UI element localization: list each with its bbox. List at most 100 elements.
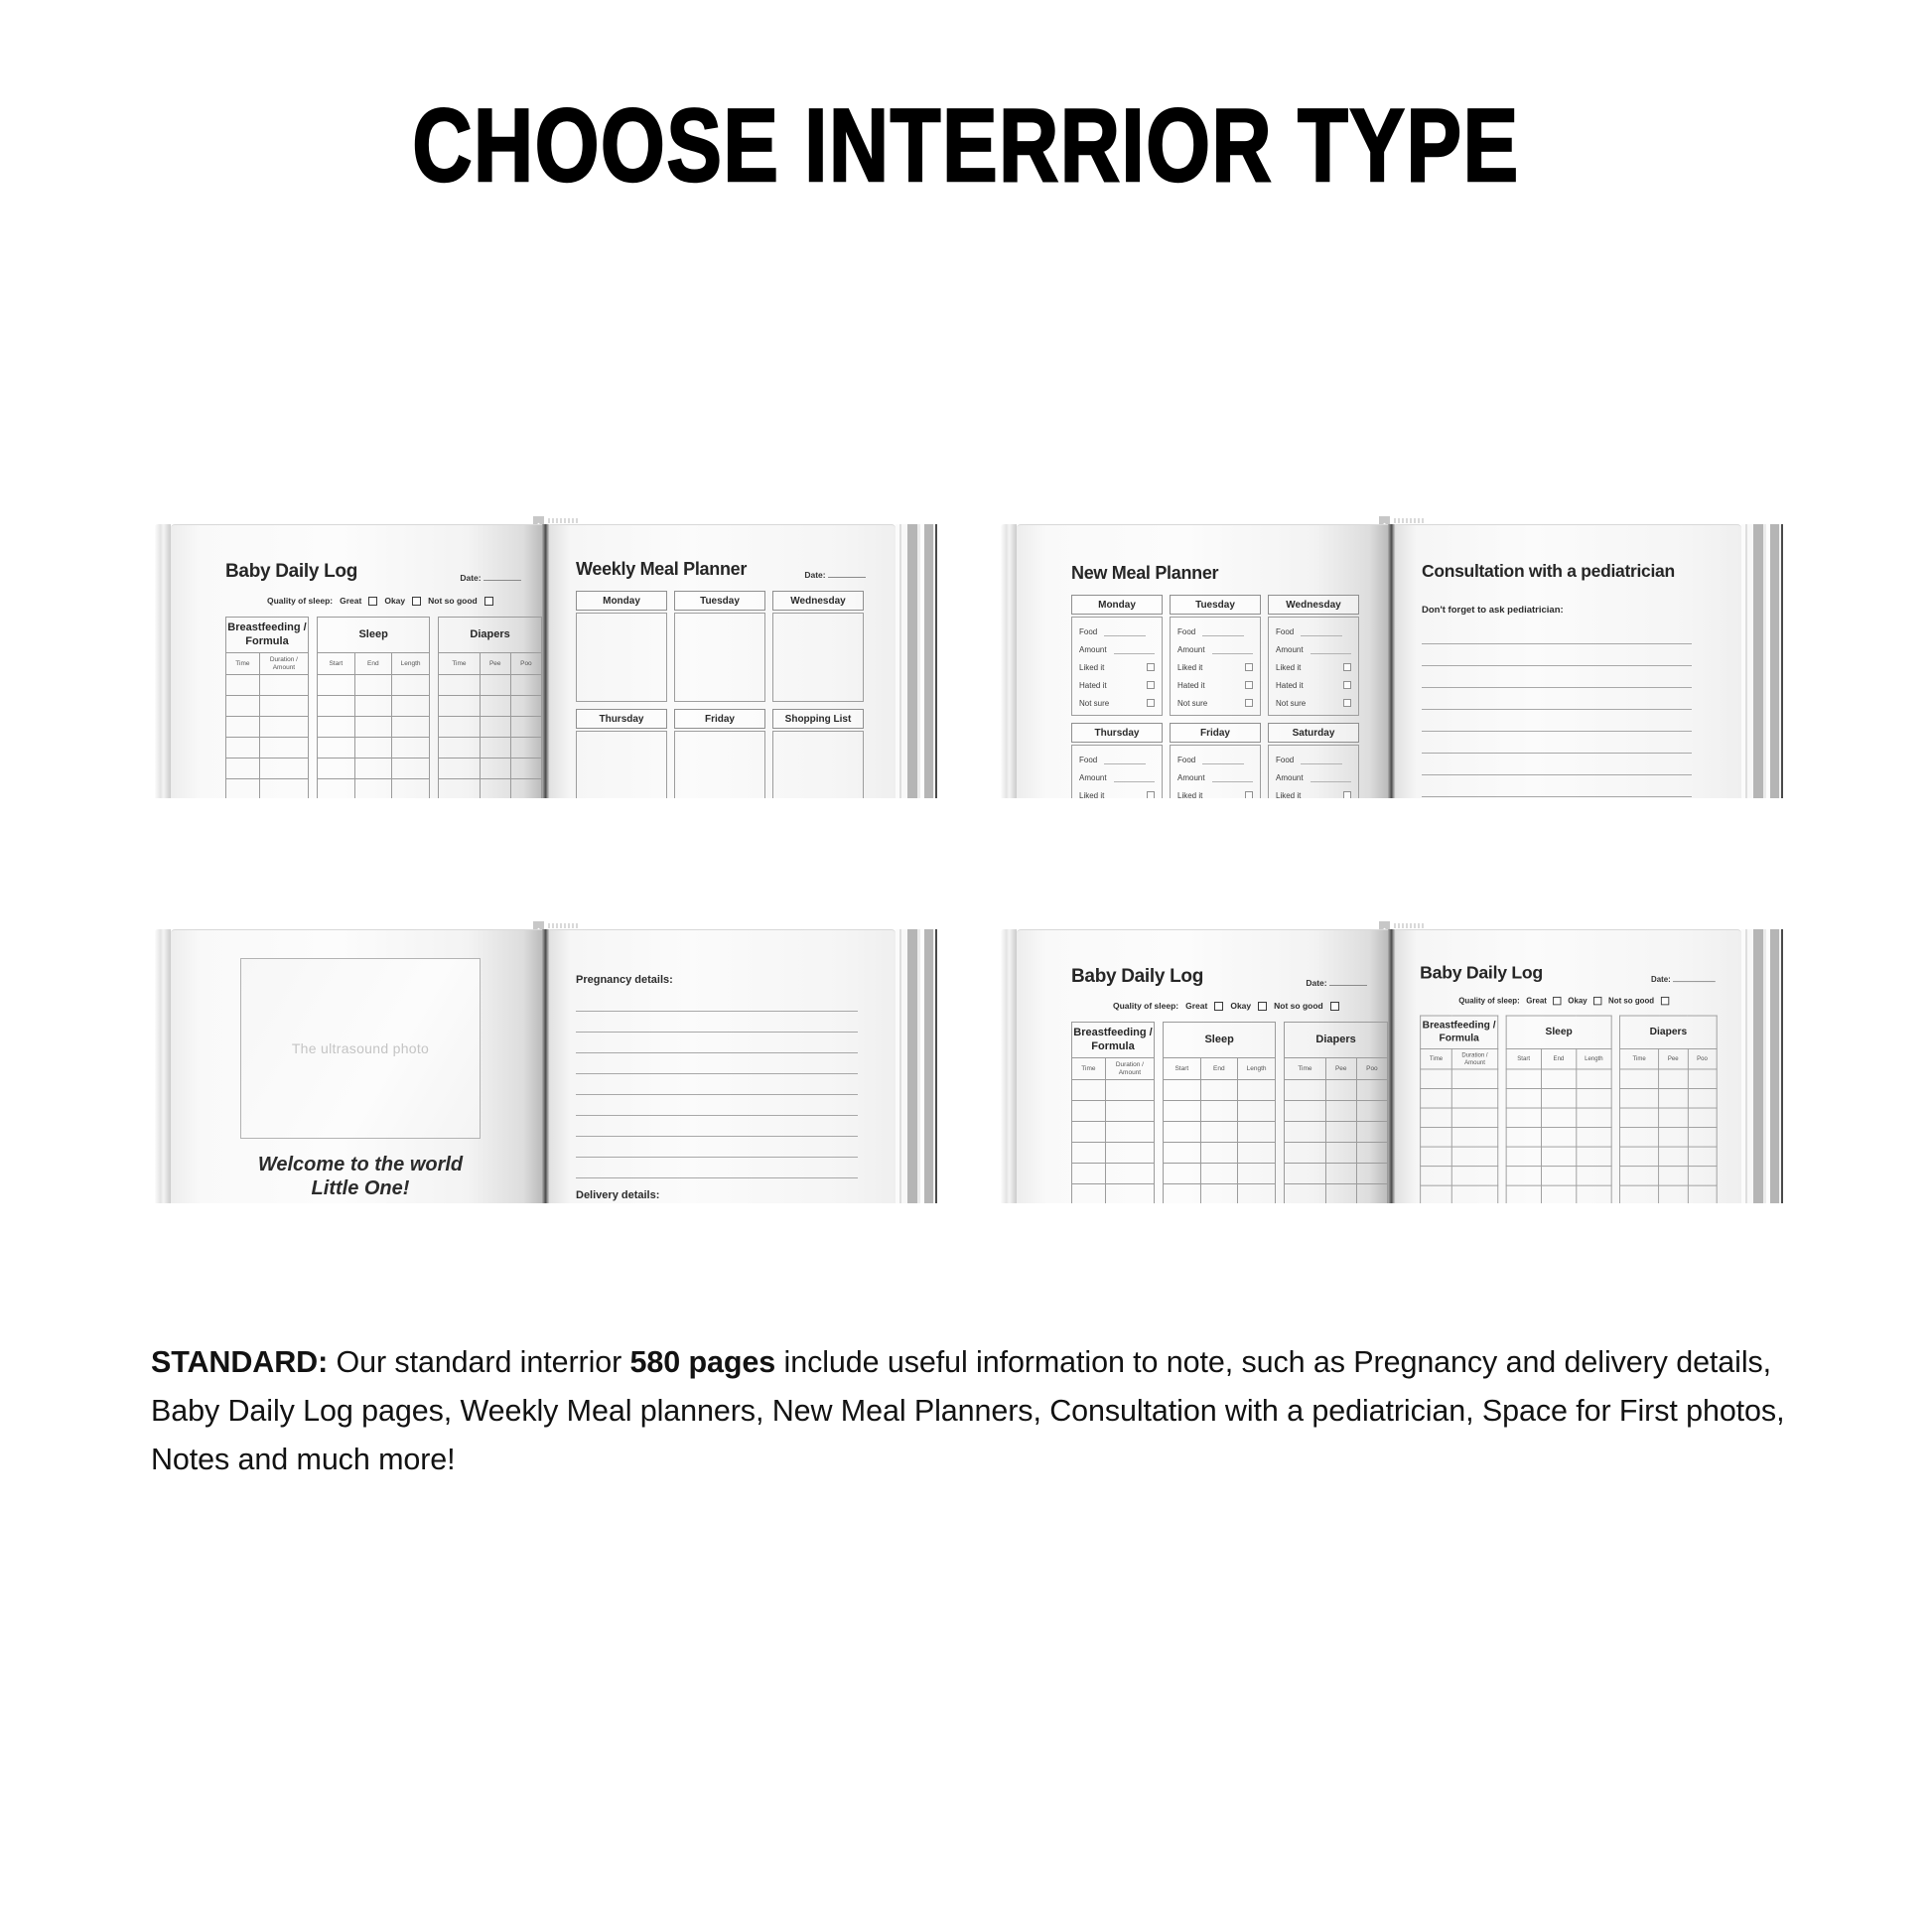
bookmark-ribbon-icon <box>1379 516 1390 528</box>
checkbox <box>1553 996 1562 1005</box>
meal-cell: Thursday Food Amount Liked it Hated it N… <box>1071 723 1163 798</box>
meal-cell: Tuesday Food Amount Liked it Hated it No… <box>1170 595 1261 716</box>
date-field: Date: <box>804 570 866 580</box>
checkbox <box>1258 1001 1268 1011</box>
photo-placeholder-text: The ultrasound photo <box>291 1040 430 1056</box>
ultrasound-photo-frame: The ultrasound photo <box>240 958 481 1139</box>
page-title-new-meal-planner: New Meal Planner <box>1071 563 1219 583</box>
book-mockup-ultrasound-pregnancy: The ultrasound photo Welcome to the worl… <box>155 919 939 1203</box>
date-blank-line <box>1673 976 1716 983</box>
page-first-photo: The ultrasound photo Welcome to the worl… <box>171 929 542 1203</box>
breastfeeding-table: Breastfeeding / Formula Time Duration / A… <box>224 617 310 798</box>
quality-of-sleep-label: Quality of sleep: <box>1458 996 1520 1006</box>
ruled-lines <box>1422 622 1741 798</box>
date-field: Date: <box>460 573 521 583</box>
page-consultation: Consultation with a pediatrician Don't f… <box>1396 524 1741 798</box>
meal-cell: Saturday Food Amount Liked it Hated it N… <box>1268 723 1359 798</box>
page-title-weekly-meal-planner: Weekly Meal Planner <box>576 559 748 579</box>
option-okay: Okay <box>1230 1001 1252 1011</box>
diapers-table: Diapers Time Pee Poo <box>1619 1015 1718 1203</box>
option-not-so-good: Not so good <box>1608 996 1655 1006</box>
option-not-so-good: Not so good <box>1274 1001 1323 1011</box>
weekly-planner-grid: Monday Tuesday Wednesday Thursday Friday… <box>576 591 896 798</box>
book-spine <box>1388 929 1396 1203</box>
book-mockup-daily-log-spread: Baby Daily Log Date: Quality of sleep: G… <box>1001 919 1785 1203</box>
diapers-table: Diapers Time Pee Poo <box>1284 1022 1388 1203</box>
quality-of-sleep-label: Quality of sleep: <box>267 596 334 606</box>
date-field: Date: <box>1651 975 1716 984</box>
daily-log-tables: Breastfeeding / Formula Time Duration / A… <box>224 617 542 798</box>
quality-of-sleep-row: Quality of sleep: Great Okay Not so good <box>267 596 542 606</box>
page-weekly-meal-planner: Weekly Meal Planner Date: Monday Tuesday… <box>550 524 896 798</box>
diapers-table: Diapers Time Pee Poo <box>438 617 542 798</box>
planner-cell: Monday <box>576 591 667 702</box>
quality-of-sleep-row: Quality of sleep: Great Okay Not so good <box>1113 1001 1388 1011</box>
book-cover-edge <box>155 524 171 798</box>
page-block-edges <box>896 524 939 798</box>
checkbox <box>1214 1001 1224 1011</box>
checkbox <box>1660 996 1670 1005</box>
new-meal-planner-grid: Monday Food Amount Liked it Hated it Not… <box>1071 595 1388 798</box>
delivery-details-label: Delivery details: <box>576 1189 660 1201</box>
sleep-table: Sleep Start End Length <box>1505 1015 1612 1203</box>
book-spine <box>1388 524 1396 798</box>
book-spine <box>542 524 550 798</box>
option-great: Great <box>1185 1001 1208 1011</box>
page-baby-daily-log: Baby Daily Log Date: Quality of sleep: G… <box>171 524 542 798</box>
standard-label: STANDARD: <box>151 1345 329 1379</box>
date-field: Date: <box>1306 978 1367 988</box>
breastfeeding-table: Breastfeeding / Formula Time Duration / A… <box>1070 1022 1156 1203</box>
page-baby-daily-log: Baby Daily Log Date: Quality of sleep: G… <box>1017 929 1388 1203</box>
page-count: 580 pages <box>629 1345 776 1379</box>
date-blank-line <box>1329 979 1367 986</box>
page-title-baby-daily-log: Baby Daily Log <box>1071 966 1204 987</box>
checkbox <box>1329 1001 1339 1011</box>
planner-cell: Thursday <box>576 709 667 798</box>
page-title-baby-daily-log: Baby Daily Log <box>1420 963 1543 984</box>
page-block-edges <box>1741 929 1785 1203</box>
option-okay: Okay <box>1568 996 1587 1006</box>
page-ripple-decoration <box>1394 518 1424 523</box>
planner-cell: Shopping List <box>772 709 864 798</box>
quality-of-sleep-label: Quality of sleep: <box>1113 1001 1179 1011</box>
page-block-edges <box>896 929 939 1203</box>
option-great: Great <box>340 596 362 606</box>
page-pregnancy-details: Pregnancy details: Delivery details: <box>550 929 896 1203</box>
page-ripple-decoration <box>548 923 578 928</box>
consultation-prompt: Don't forget to ask pediatrician: <box>1422 605 1564 616</box>
page-ripple-decoration <box>548 518 578 523</box>
daily-log-tables: Breastfeeding / Formula Time Duration / A… <box>1420 1015 1718 1203</box>
quality-of-sleep-row: Quality of sleep: Great Okay Not so good <box>1458 996 1717 1005</box>
daily-log-tables: Breastfeeding / Formula Time Duration / A… <box>1070 1022 1388 1203</box>
welcome-caption: Welcome to the world Little One! <box>257 1154 464 1199</box>
page-title-consultation: Consultation with a pediatrician <box>1422 561 1675 581</box>
planner-cell: Tuesday <box>674 591 765 702</box>
checkbox <box>483 596 493 606</box>
planner-cell: Friday <box>674 709 765 798</box>
date-blank-line <box>828 571 866 578</box>
meal-cell: Friday Food Amount Liked it Hated it Not… <box>1170 723 1261 798</box>
sleep-table: Sleep Start End Length <box>1163 1022 1277 1203</box>
page-block-edges <box>1741 524 1785 798</box>
ruled-lines <box>576 991 896 1178</box>
page-title-baby-daily-log: Baby Daily Log <box>225 561 358 582</box>
book-cover-edge <box>155 929 171 1203</box>
option-not-so-good: Not so good <box>428 596 478 606</box>
page-baby-daily-log: Baby Daily Log Date: Quality of sleep: G… <box>1396 929 1741 1203</box>
checkbox <box>1593 996 1602 1005</box>
book-mockup-daily-log-weekly-planner: Baby Daily Log Date: Quality of sleep: G… <box>155 514 939 798</box>
sleep-table: Sleep Start End Length <box>317 617 431 798</box>
page-ripple-decoration <box>1394 923 1424 928</box>
planner-cell: Wednesday <box>772 591 864 702</box>
meal-cell: Wednesday Food Amount Liked it Hated it … <box>1268 595 1359 716</box>
page-new-meal-planner: New Meal Planner Monday Food Amount Like… <box>1017 524 1388 798</box>
meal-cell: Monday Food Amount Liked it Hated it Not… <box>1071 595 1163 716</box>
standard-interior-description: STANDARD: Our standard interrior 580 pag… <box>151 1345 1785 1476</box>
bookmark-ribbon-icon <box>533 516 544 528</box>
book-cover-edge <box>1001 929 1017 1203</box>
date-blank-line <box>483 574 521 581</box>
book-mockup-meal-planner-consultation: New Meal Planner Monday Food Amount Like… <box>1001 514 1785 798</box>
breastfeeding-table: Breastfeeding / Formula Time Duration / A… <box>1420 1015 1499 1203</box>
bookmark-ribbon-icon <box>1379 921 1390 933</box>
page-title: CHOOSE INTERRIOR TYPE <box>411 87 1520 206</box>
